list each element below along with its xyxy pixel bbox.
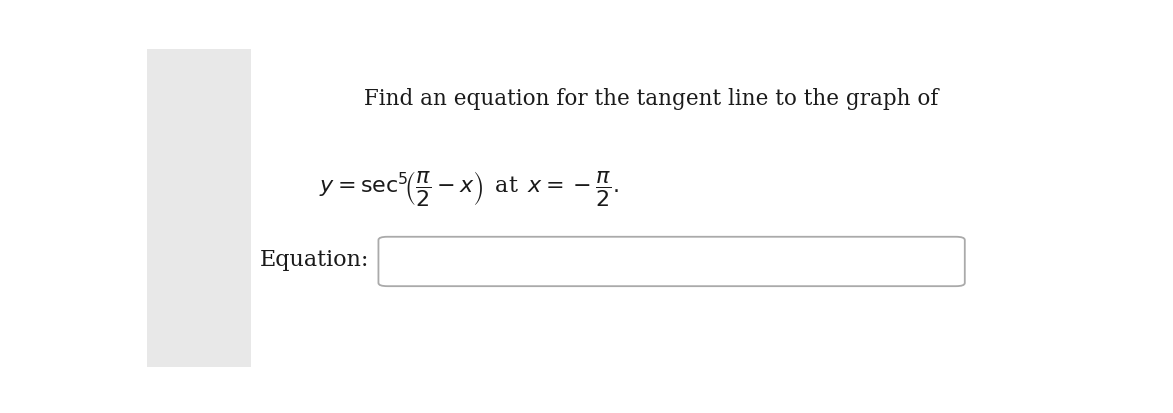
FancyBboxPatch shape [147, 50, 251, 368]
FancyBboxPatch shape [379, 237, 964, 287]
Text: Equation:: Equation: [260, 249, 369, 271]
Text: Find an equation for the tangent line to the graph of: Find an equation for the tangent line to… [364, 88, 938, 110]
Text: $y = \mathrm{sec}^5\!\left(\dfrac{\pi}{2} - x\right)\,$ at $\,x = -\dfrac{\pi}{2: $y = \mathrm{sec}^5\!\left(\dfrac{\pi}{2… [319, 169, 619, 208]
